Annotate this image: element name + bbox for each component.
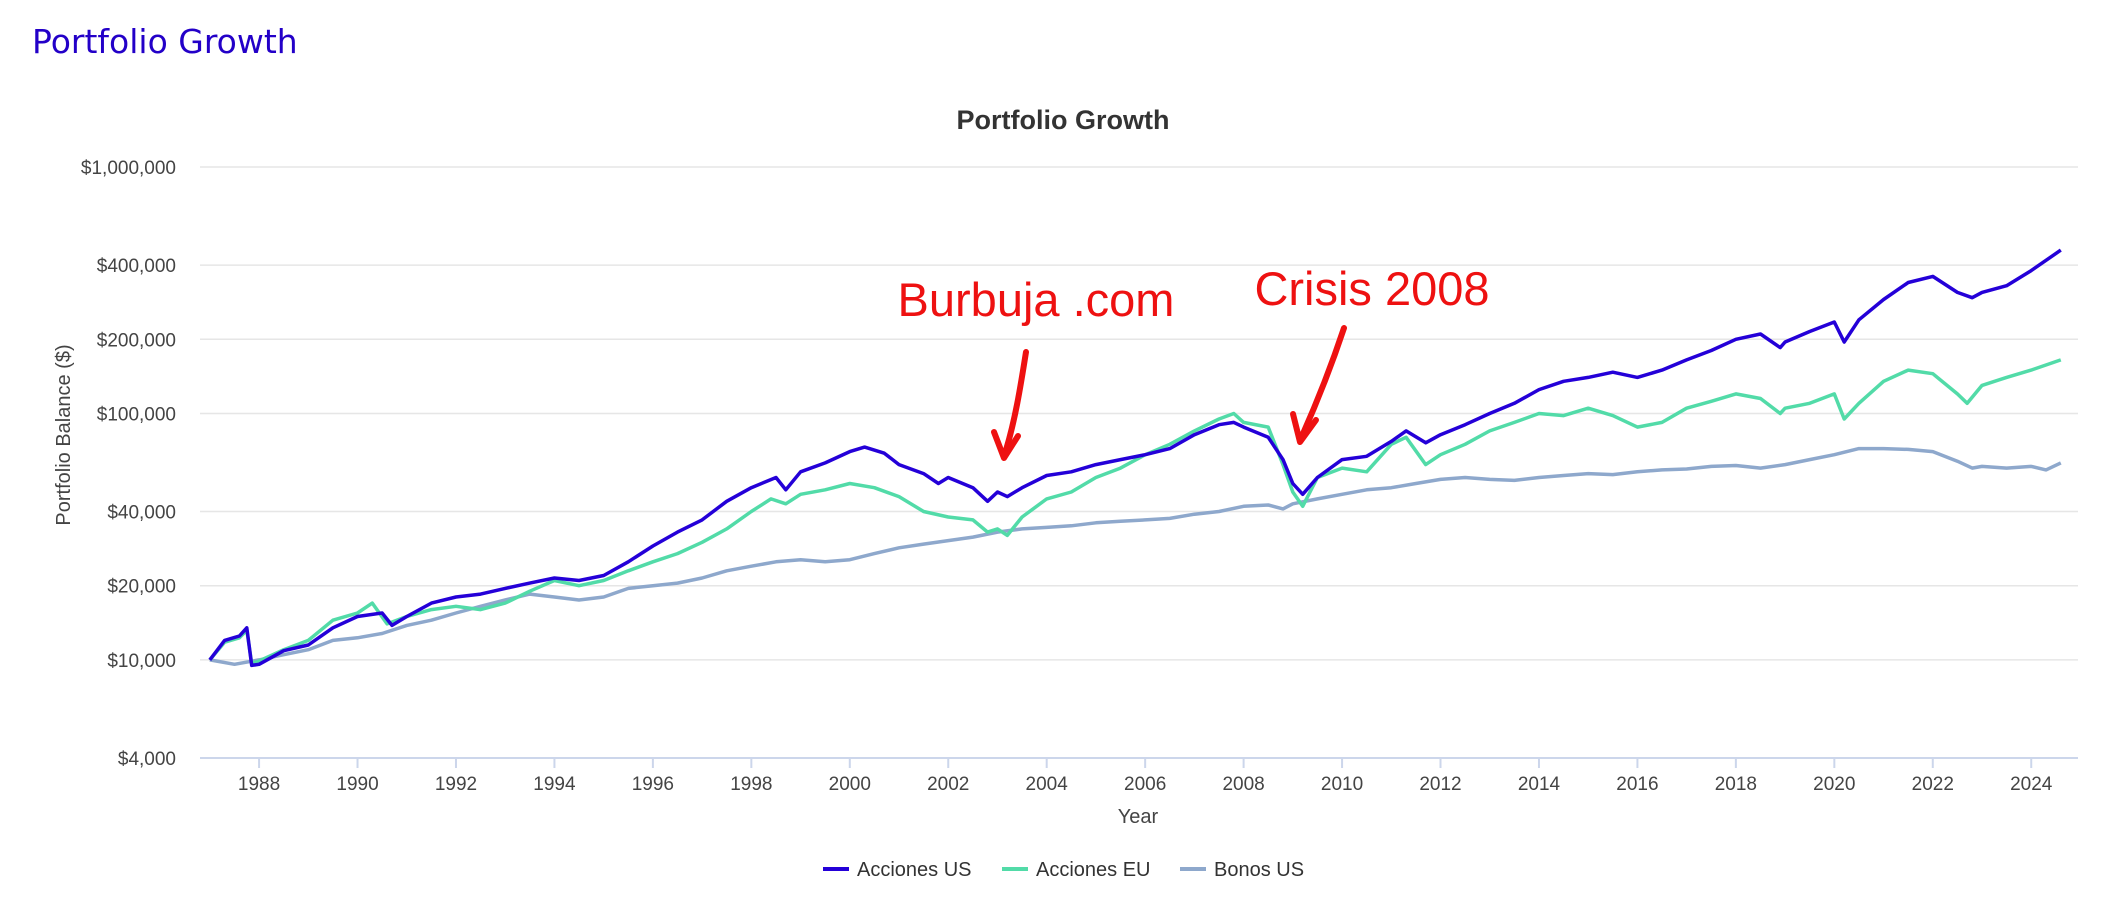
x-axis-ticks: 1988 1990 1992 1994 1996 1998 2000 2002 2004 2006…	[238, 758, 2053, 795]
y-tick-label: $100,000	[97, 404, 176, 425]
x-tick-label: 2020	[1813, 774, 1855, 795]
x-tick-label: 2014	[1518, 774, 1561, 795]
series-lines	[208, 248, 2062, 668]
y-axis-ticks: $4,000 $10,000 $20,000 $40,000 $100,000 $200,…	[81, 158, 176, 770]
x-tick-label: 2022	[1912, 774, 1954, 795]
x-tick-label: 2016	[1616, 774, 1658, 795]
legend-label-acciones-eu: Acciones EU	[1036, 859, 1151, 881]
x-tick-label: 1992	[435, 774, 477, 795]
annotation-crisis-arrowhead	[1290, 411, 1319, 445]
annotation-dotcom-arrowhead	[991, 429, 1021, 461]
y-tick-label: $4,000	[118, 749, 176, 770]
legend-item-acciones-us[interactable]: Acciones US	[823, 859, 972, 881]
x-tick-label: 1990	[336, 774, 378, 795]
legend-label-bonos-us: Bonos US	[1214, 859, 1304, 881]
annotation-dotcom: Burbuja .com	[898, 273, 1175, 326]
series-line-bonos-us[interactable]	[209, 446, 2062, 667]
x-tick-label: 1994	[533, 774, 576, 795]
x-tick-label: 1996	[632, 774, 674, 795]
annotation-crisis-2008: Crisis 2008	[1254, 262, 1489, 315]
y-axis-label: Portfolio Balance ($)	[53, 344, 75, 525]
y-tick-label: $400,000	[97, 256, 176, 277]
legend-item-bonos-us[interactable]: Bonos US	[1180, 859, 1304, 881]
annotation-dotcom-arrow	[1003, 349, 1029, 453]
y-tick-label: $10,000	[107, 651, 176, 672]
x-tick-label: 1988	[238, 774, 280, 795]
y-tick-label: $1,000,000	[81, 158, 176, 179]
legend: Acciones US Acciones EU Bonos US	[823, 859, 1304, 881]
x-tick-label: 2002	[927, 774, 969, 795]
x-tick-label: 2004	[1026, 774, 1069, 795]
x-tick-label: 2024	[2010, 774, 2053, 795]
legend-label-acciones-us: Acciones US	[857, 859, 972, 881]
x-axis-label: Year	[1118, 806, 1159, 828]
x-tick-label: 2010	[1321, 774, 1363, 795]
legend-item-acciones-eu[interactable]: Acciones EU	[1002, 859, 1151, 881]
x-tick-label: 1998	[730, 774, 772, 795]
y-tick-label: $200,000	[97, 330, 176, 351]
x-tick-label: 2006	[1124, 774, 1166, 795]
chart-title: Portfolio Growth	[957, 105, 1170, 135]
y-tick-label: $20,000	[107, 577, 176, 598]
x-tick-label: 2008	[1222, 774, 1264, 795]
series-line-acciones-eu[interactable]	[208, 358, 2062, 665]
annotation-crisis-arrow	[1299, 325, 1347, 439]
series-line-acciones-us[interactable]	[208, 248, 2062, 668]
page-heading: Portfolio Growth	[32, 22, 298, 61]
x-tick-label: 2000	[829, 774, 871, 795]
x-tick-label: 2012	[1419, 774, 1461, 795]
y-tick-label: $40,000	[107, 503, 176, 524]
x-tick-label: 2018	[1715, 774, 1757, 795]
